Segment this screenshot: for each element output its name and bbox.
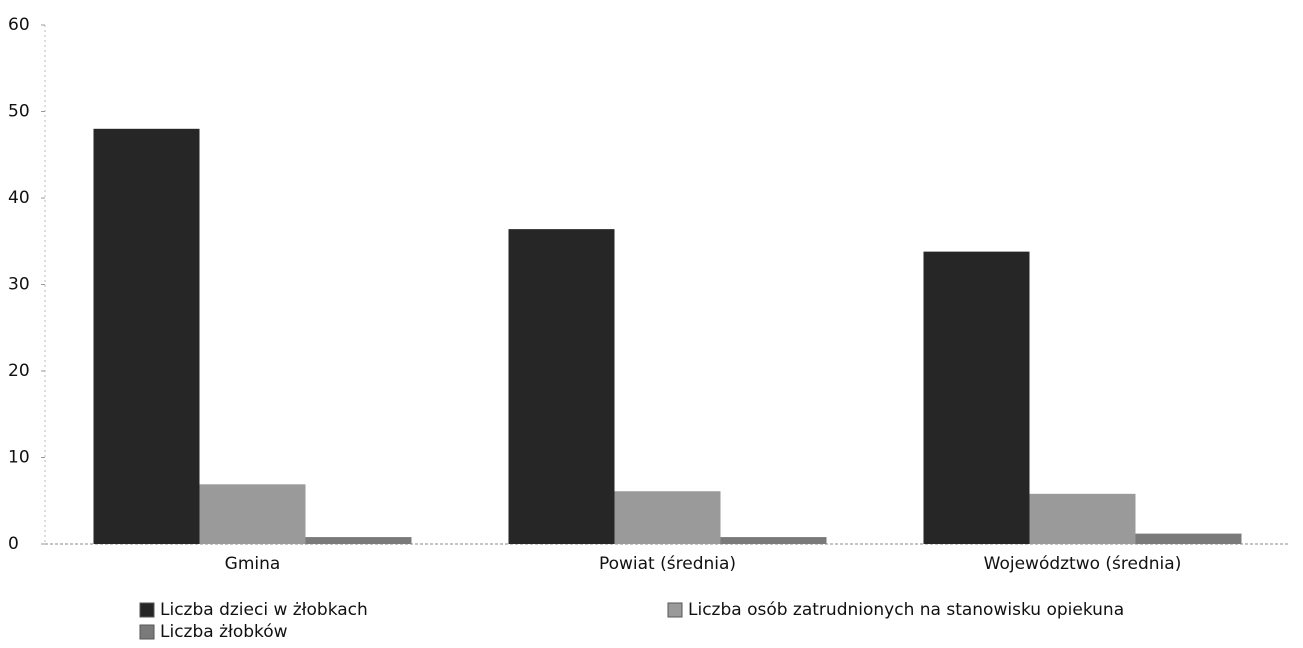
x-tick-label: Powiat (średnia)	[599, 554, 736, 574]
legend-label: Liczba żłobków	[160, 622, 288, 642]
y-tick-label: 0	[8, 534, 19, 554]
legend-swatch	[139, 624, 155, 640]
y-tick-label: 30	[8, 275, 30, 295]
legend-label: Liczba dzieci w żłobkach	[160, 600, 368, 620]
bar	[508, 229, 615, 544]
y-tick-label: 20	[8, 361, 30, 381]
bar	[923, 251, 1030, 544]
x-tick-label: Gmina	[225, 554, 281, 574]
bar	[199, 484, 306, 544]
bar	[93, 128, 200, 545]
y-tick-label: 40	[8, 188, 30, 208]
legend-swatch	[667, 602, 683, 618]
legend-label: Liczba osób zatrudnionych na stanowisku …	[688, 600, 1124, 620]
y-tick-label: 50	[8, 102, 30, 122]
y-tick-label: 10	[8, 448, 30, 468]
bar	[1029, 493, 1136, 544]
bar	[720, 537, 827, 544]
y-tick-label: 60	[8, 15, 30, 35]
x-tick-label: Województwo (średnia)	[984, 554, 1182, 574]
bar	[305, 537, 412, 544]
bar	[1135, 533, 1242, 544]
bar	[614, 491, 721, 544]
legend-swatch	[139, 602, 155, 618]
